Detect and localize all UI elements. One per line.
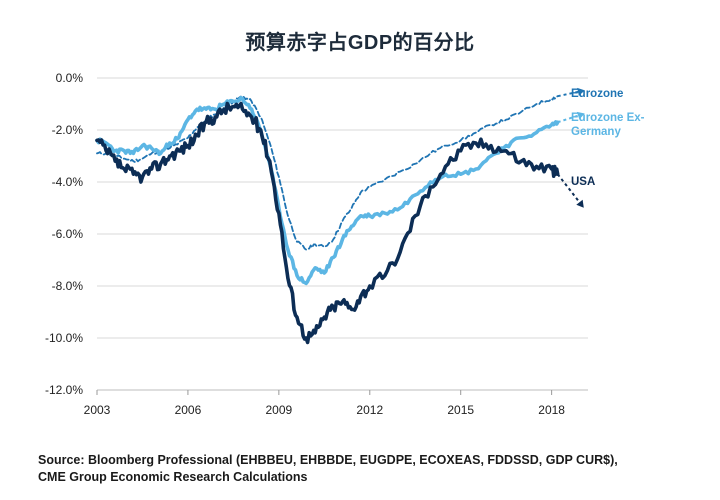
series-line-eurozone-ex-germany: [95, 96, 560, 286]
x-tick-label: 2009: [266, 403, 293, 417]
y-tick-label: -12.0%: [45, 383, 83, 397]
series-line-usa: [95, 101, 560, 345]
series-line-eurozone: [96, 95, 559, 251]
x-tick-label: 2015: [447, 403, 474, 417]
projection-arrowhead: [577, 87, 585, 96]
y-tick-label: -10.0%: [45, 331, 83, 345]
series-label: Eurozone Ex-: [571, 112, 645, 124]
series-label: USA: [571, 176, 595, 188]
series-label: Germany: [571, 126, 621, 138]
x-tick-label: 2012: [356, 403, 383, 417]
x-tick-label: 2006: [175, 403, 202, 417]
projection-line: [557, 113, 583, 124]
y-tick-label: 0.0%: [56, 71, 84, 85]
projection-line: [556, 173, 583, 207]
source-line-1: Source: Bloomberg Professional (EHBBEU, …: [38, 453, 618, 467]
y-tick-label: -8.0%: [52, 279, 84, 293]
projection-arrowhead: [576, 111, 585, 120]
source-note: Source: Bloomberg Professional (EHBBEU, …: [38, 452, 698, 486]
source-line-2: CME Group Economic Research Calculations: [38, 470, 308, 484]
x-tick-label: 2003: [84, 403, 111, 417]
x-tick-label: 2018: [538, 403, 565, 417]
y-tick-label: -2.0%: [52, 123, 84, 137]
y-tick-label: -4.0%: [52, 175, 84, 189]
projection-arrowhead: [576, 199, 584, 208]
projection-line: [557, 90, 583, 98]
y-tick-label: -6.0%: [52, 227, 84, 241]
chart-title: 预算赤字占GDP的百分比: [245, 32, 475, 54]
series-label: Eurozone: [571, 88, 623, 100]
